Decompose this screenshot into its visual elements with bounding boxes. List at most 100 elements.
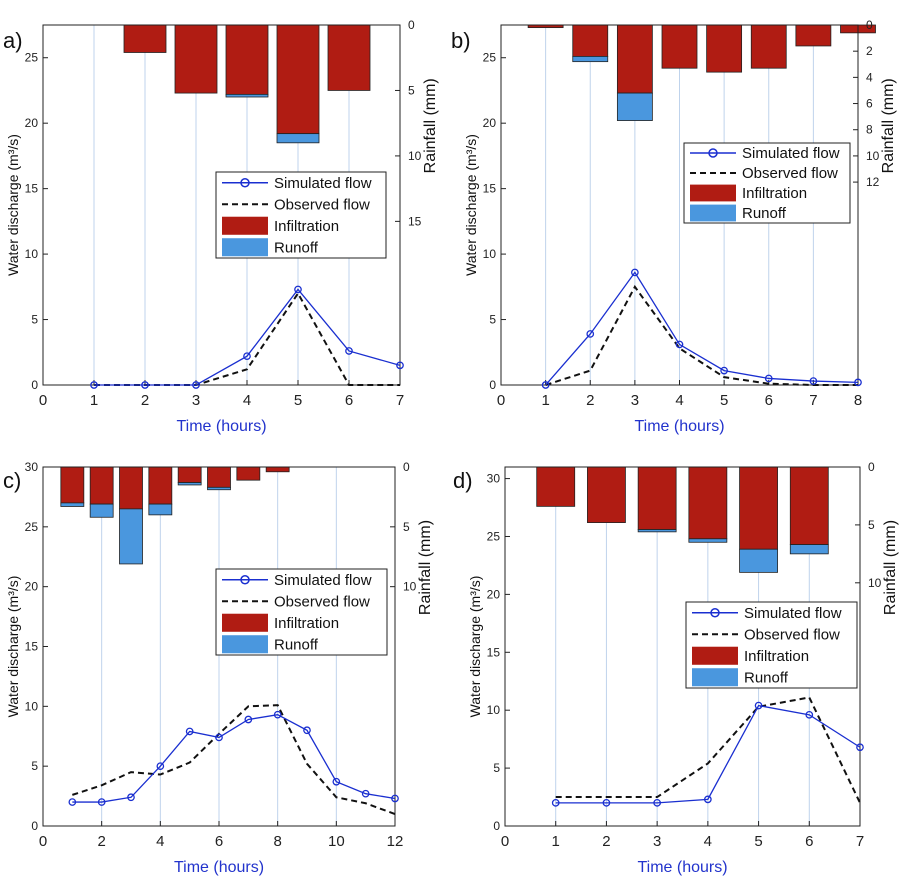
panel-c: 0 5 10 15 20 25 30 0 5 10 0 2 4 6 8 10 12 c) Time (hours) W… [3,460,434,876]
simulated-flow-point [127,793,135,802]
y-tick-label: 25 [487,529,501,543]
simulated-flow-point [294,285,302,294]
x-tick-label: 1 [552,833,560,850]
panel-d: 0 5 10 15 20 25 30 0 5 10 0 1 2 3 4 5 6 7 d) Time (hours) Wa… [453,460,899,876]
y-tick-label: 25 [25,51,39,65]
runoff-bar [119,508,143,565]
y2-tick-label: 2 [866,44,873,58]
y-tick-label: 0 [31,819,38,833]
y2-axis-label: Rainfall (mm) [417,520,434,615]
simulated-flow-point [586,330,595,338]
panel-label: b) [451,28,471,53]
x-tick-label: 0 [39,392,47,409]
y-tick-label: 0 [31,378,38,392]
y2-tick-label: 6 [866,97,873,111]
y2-tick-label: 0 [868,460,875,474]
y-tick-label: 30 [487,472,501,486]
simulated-flow-point [631,268,639,277]
panel-label: d) [453,468,473,493]
simulated-flow-point [273,710,282,719]
x-tick-label: 1 [90,392,98,409]
observed-flow-line [555,696,861,804]
y-tick-label: 10 [487,703,501,717]
y-tick-label: 0 [493,819,500,833]
y-tick-label: 5 [489,313,496,327]
legend-label: Infiltration [274,615,339,632]
simulated-flow-point [97,798,106,806]
axes-frame [42,24,401,386]
legend: Simulated flow Observed flow Infiltration R… [685,601,858,689]
legend-label: Simulated flow [274,175,372,192]
legend-swatch-infiltration [222,216,268,235]
simulated-flow-point [396,361,404,370]
simulated-flow-point [141,381,149,389]
runoff-bar [276,133,320,144]
simulated-flow-point [192,381,200,389]
panel-label: a) [3,28,23,53]
x-tick-label: 5 [720,392,728,409]
x-tick-label: 0 [497,392,505,409]
x-tick-label: 10 [328,833,345,850]
x-tick-label: 4 [243,392,251,409]
panel-label: c) [3,468,21,493]
x-tick-label: 2 [602,833,610,850]
infiltration-bar [119,466,143,510]
runoff-bar [572,56,609,63]
infiltration-bar [236,466,261,481]
y-tick-label: 15 [487,645,501,659]
simulated-flow-point [653,798,661,807]
y2-tick-label: 10 [408,149,422,163]
legend-label: Observed flow [274,593,370,610]
infiltration-bar [276,24,320,135]
x-tick-label: 3 [192,392,200,409]
legend-label: Simulated flow [742,145,840,162]
x-tick-label: 3 [653,833,661,850]
simulated-flow-line [94,288,401,386]
runoff-bar [739,548,778,573]
x-tick-label: 4 [704,833,712,850]
y-tick-label: 10 [25,699,39,713]
simulated-flow-point [68,798,77,806]
runoff-bar [89,503,114,518]
y-axis-label: Water discharge (m³/s) [5,134,21,276]
legend-swatch-infiltration [690,184,736,202]
x-tick-label: 8 [273,833,281,850]
legend-label: Observed flow [274,196,370,213]
x-tick-label: 5 [294,392,302,409]
y-axis-label: Water discharge (m³/s) [5,576,21,718]
infiltration-bar [750,24,787,69]
y-tick-label: 20 [487,587,501,601]
x-tick-label: 7 [809,392,817,409]
infiltration-bar [536,466,576,507]
infiltration-bar [207,466,231,488]
legend-swatch-runoff [692,668,738,687]
simulated-flow-line [555,704,861,804]
x-tick-label: 3 [631,392,639,409]
legend-label: Infiltration [742,185,807,202]
simulated-flow-point [215,733,223,742]
legend-swatch-runoff [222,238,268,257]
simulated-flow-point [243,352,251,361]
simulated-flow-point [541,381,550,389]
infiltration-bar [572,24,609,57]
x-tick-label: 6 [345,392,353,409]
y-tick-label: 5 [31,313,38,327]
x-tick-label: 6 [215,833,223,850]
legend: Simulated flow Observed flow Infiltration R… [215,171,387,259]
x-axis-label: Time (hours) [176,418,266,435]
runoff-bar [177,482,202,486]
y-tick-label: 25 [483,51,497,65]
y2-tick-label: 5 [408,83,415,97]
legend-label: Runoff [744,669,789,686]
x-axis-label: Time (hours) [634,418,724,435]
y-tick-label: 5 [31,759,38,773]
y2-tick-label: 8 [866,123,873,137]
x-tick-label: 2 [586,392,594,409]
x-tick-label: 4 [156,833,164,850]
y-tick-label: 0 [489,378,496,392]
y2-tick-label: 12 [866,175,880,189]
simulated-flow-point [809,377,818,385]
infiltration-bar [225,24,269,95]
legend-marker-simulated [240,575,250,585]
